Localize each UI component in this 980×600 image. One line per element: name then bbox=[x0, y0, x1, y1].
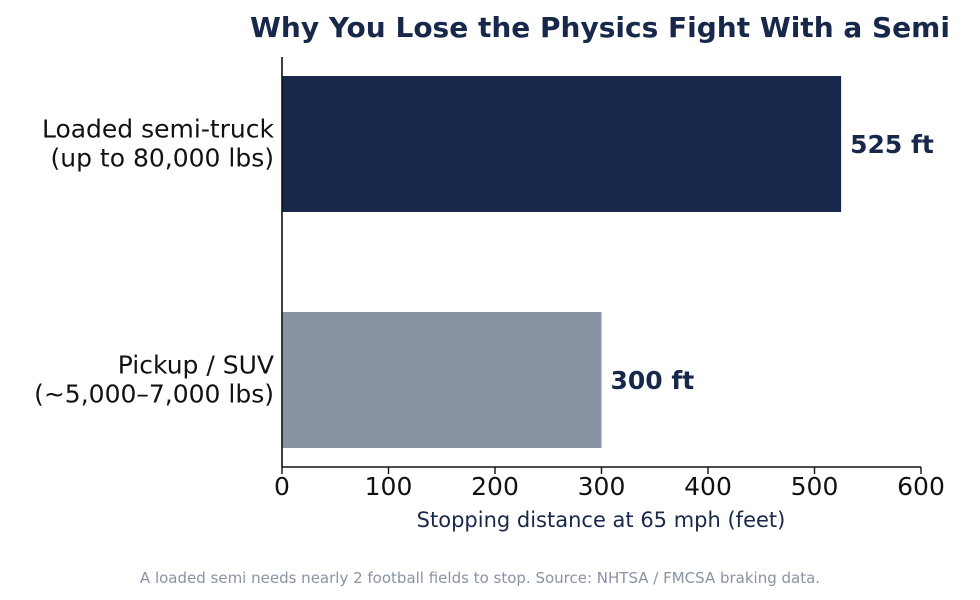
x-tick-label-5: 500 bbox=[791, 472, 839, 501]
bar-1 bbox=[282, 312, 602, 448]
x-tick-label-4: 400 bbox=[684, 472, 732, 501]
x-tick-label-2: 200 bbox=[471, 472, 519, 501]
category-label-1: Pickup / SUV(~5,000–7,000 lbs) bbox=[34, 351, 274, 409]
bars-layer: 525 ft 300 ft bbox=[282, 76, 934, 448]
x-tick-label-0: 0 bbox=[274, 472, 290, 501]
x-ticks: 0 100 200 300 400 500 600 bbox=[274, 467, 945, 501]
category-label-1-line-1: (~5,000–7,000 lbs) bbox=[34, 380, 274, 409]
x-tick-label-3: 300 bbox=[578, 472, 626, 501]
category-label-1-line-0: Pickup / SUV bbox=[118, 351, 274, 380]
bar-value-label-0: 525 ft bbox=[850, 130, 934, 159]
x-tick-label-1: 100 bbox=[365, 472, 413, 501]
x-tick-label-6: 600 bbox=[897, 472, 945, 501]
bar-value-label-1: 300 ft bbox=[611, 366, 695, 395]
bar-0 bbox=[282, 76, 842, 212]
x-axis-title: Stopping distance at 65 mph (feet) bbox=[417, 508, 786, 532]
chart-title: Why You Lose the Physics Fight With a Se… bbox=[250, 11, 950, 44]
category-label-0: Loaded semi-truck(up to 80,000 lbs) bbox=[42, 115, 275, 173]
category-label-0-line-1: (up to 80,000 lbs) bbox=[51, 144, 274, 173]
footnote: A loaded semi needs nearly 2 football fi… bbox=[140, 569, 820, 587]
category-label-0-line-0: Loaded semi-truck bbox=[42, 115, 275, 144]
category-labels: Loaded semi-truck(up to 80,000 lbs) Picku… bbox=[34, 115, 274, 409]
